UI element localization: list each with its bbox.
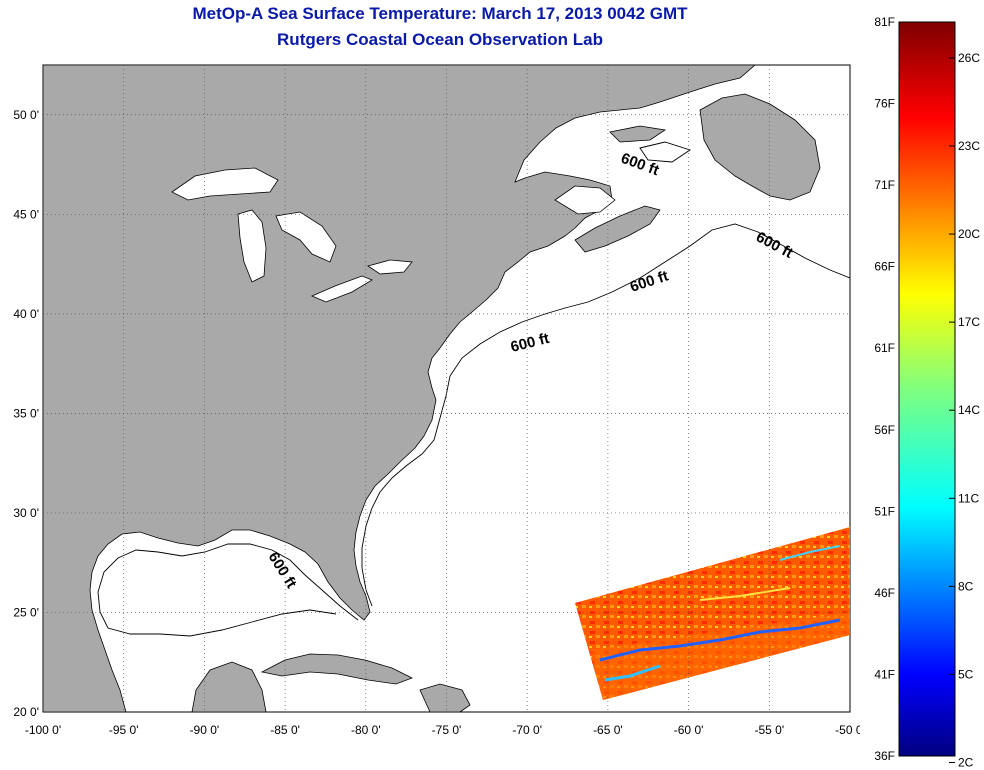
lake-ontario [367,259,413,275]
yucatan-land [191,661,267,712]
colorbar-gradient [898,21,956,757]
colorbar-f-label: 51F [874,504,895,518]
anticosti-land [609,125,667,143]
x-tick-label: -60 0' [674,723,704,737]
y-tick-label: 35 0' [13,406,39,420]
x-tick-label: -90 0' [190,723,220,737]
colorbar-f-label: 36F [874,749,895,763]
colorbar-fahrenheit-labels: 81F 76F 71F 66F 61F 56F 51F 46F 41F 36F [874,15,895,763]
lake-superior [171,167,279,201]
colorbar-c-label: 17C [958,315,980,329]
y-tick-label: 20 0' [13,705,39,719]
colorbar-f-label: 81F [874,15,895,29]
isobath-600ft [97,141,850,637]
x-tick-label: -70 0' [512,723,542,737]
colorbar-f-label: 41F [874,667,895,681]
map-title: MetOp-A Sea Surface Temperature: March 1… [192,4,688,23]
colorbar-c-label: 26C [958,51,980,65]
y-tick-label: 25 0' [13,605,39,619]
hispaniola-land [419,683,471,712]
colorbar-f-label: 46F [874,586,895,600]
colorbar-celsius-labels: 26C 23C 20C 17C 14C 11C 8C 5C 2C [949,51,980,770]
y-tick-label: 50 0' [13,108,39,122]
lake-huron [275,211,337,263]
x-tick-label: -75 0' [432,723,462,737]
lake-erie [310,275,373,303]
x-tick-label: -50 0' [835,723,860,737]
map-plot: 600 ft 600 ft 600 ft 600 ft 600 ft -100 … [13,64,860,737]
gulf-st-lawrence [554,185,616,215]
sst-swath [575,527,850,700]
x-axis-ticks: -100 0' -95 0' -90 0' -85 0' -80 0' -75 0' -70… [25,723,860,737]
map-subtitle: Rutgers Coastal Ocean Observation Lab [277,30,603,49]
x-tick-label: -65 0' [593,723,623,737]
x-tick-label: -55 0' [754,723,784,737]
colorbar-f-label: 61F [874,341,895,355]
colorbar-f-label: 71F [874,178,895,192]
y-tick-label: 40 0' [13,307,39,321]
colorbar-f-label: 76F [874,97,895,111]
north-america-land [43,65,756,712]
colorbar-c-label: 8C [958,579,974,593]
map-grid [43,65,850,712]
colorbar-c-label: 14C [958,403,980,417]
colorbar-f-label: 56F [874,423,895,437]
x-tick-label: -100 0' [25,723,61,737]
colorbar-c-label: 11C [958,491,979,505]
nova-scotia-land [574,205,661,253]
y-tick-label: 30 0' [13,506,39,520]
colorbar-c-label: 2C [958,756,974,770]
x-tick-label: -95 0' [109,723,139,737]
colorbar-c-label: 23C [958,139,980,153]
cuba-land [260,653,413,685]
newfoundland-land [699,93,821,201]
colorbar-c-label: 20C [958,227,980,241]
colorbar: 81F 76F 71F 66F 61F 56F 51F 46F 41F 36F 26C 23C 20C… [874,15,980,770]
y-tick-label: 45 0' [13,207,39,221]
x-tick-label: -80 0' [351,723,381,737]
x-tick-label: -85 0' [270,723,300,737]
colorbar-c-label: 5C [958,667,974,681]
y-axis-ticks: 20 0' 25 0' 30 0' 35 0' 40 0' 45 0' 50 0' [13,108,39,719]
colorbar-f-label: 66F [874,260,895,274]
